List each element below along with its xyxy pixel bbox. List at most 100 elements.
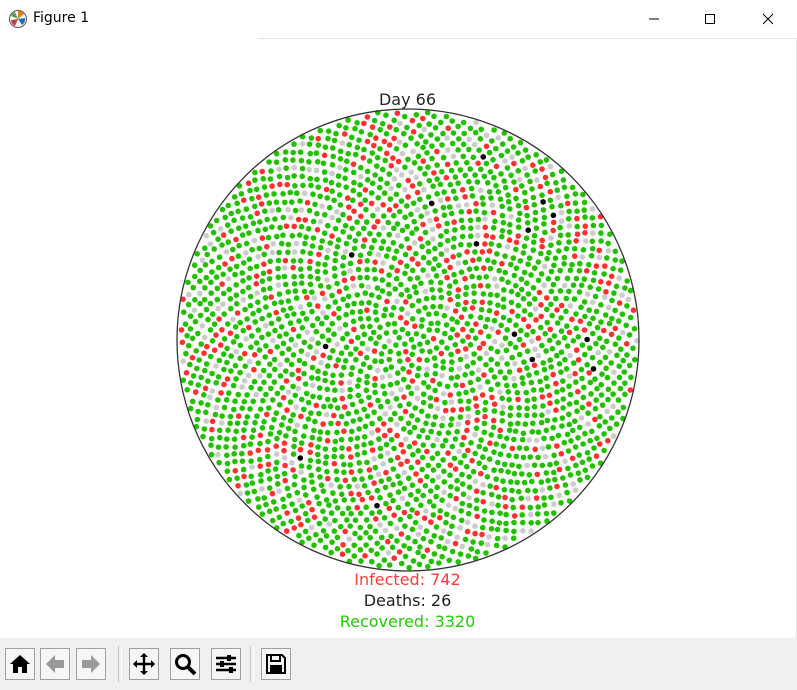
- person-dot: [343, 240, 350, 247]
- person-dot: [466, 474, 472, 480]
- person-dot: [415, 531, 422, 538]
- person-dot: [448, 366, 455, 373]
- person-dot: [460, 491, 467, 498]
- person-dot: [328, 420, 334, 427]
- person-dot: [284, 510, 290, 516]
- close-icon: [762, 13, 774, 25]
- person-dot: [201, 392, 207, 398]
- person-dot: [274, 435, 280, 442]
- person-dot: [511, 179, 517, 185]
- person-dot: [382, 157, 389, 164]
- person-dot: [275, 207, 282, 213]
- minimize-button[interactable]: [625, 0, 683, 38]
- close-button[interactable]: [739, 0, 797, 38]
- person-dot: [308, 524, 315, 531]
- person-dot: [379, 277, 386, 283]
- person-dot: [462, 172, 469, 179]
- person-dot: [460, 224, 466, 231]
- person-dot: [396, 139, 403, 145]
- person-dot: [540, 360, 546, 366]
- person-dot: [499, 342, 505, 349]
- person-dot: [564, 200, 571, 207]
- person-dot: [398, 386, 404, 393]
- person-dot: [606, 280, 612, 286]
- person-dot: [425, 384, 432, 390]
- person-dot: [306, 159, 312, 165]
- person-dot: [471, 299, 478, 305]
- person-dot: [317, 127, 324, 134]
- person-dot: [489, 394, 495, 401]
- person-dot: [440, 204, 447, 211]
- person-dot: [390, 155, 396, 161]
- person-dot: [506, 229, 513, 235]
- person-dot: [548, 288, 555, 295]
- person-dot: [374, 551, 380, 557]
- person-dot: [515, 396, 521, 403]
- person-dot: [481, 508, 488, 514]
- maximize-button[interactable]: [681, 0, 739, 38]
- person-dot: [416, 122, 423, 129]
- person-dot: [349, 401, 356, 408]
- person-dot: [602, 312, 609, 318]
- person-dot: [470, 257, 476, 264]
- person-dot: [450, 514, 457, 521]
- person-dot: [280, 340, 287, 347]
- home-button[interactable]: [5, 648, 35, 680]
- back-button[interactable]: [40, 648, 70, 680]
- person-dot: [488, 241, 495, 247]
- person-dot: [520, 295, 527, 302]
- person-dot: [624, 352, 630, 358]
- person-dot: [314, 176, 320, 183]
- person-dot: [458, 517, 465, 524]
- person-dot: [335, 173, 342, 179]
- zoom-button[interactable]: [170, 648, 200, 680]
- person-dot: [273, 159, 280, 165]
- save-button[interactable]: [261, 648, 291, 680]
- person-dot: [231, 194, 238, 200]
- person-dot: [410, 200, 417, 206]
- person-dot: [472, 129, 479, 136]
- person-dot: [451, 235, 457, 242]
- person-dot: [582, 214, 588, 220]
- person-dot: [598, 279, 604, 285]
- person-dot: [263, 343, 269, 349]
- person-dot: [532, 306, 539, 312]
- person-dot: [406, 545, 413, 552]
- person-dot: [356, 191, 363, 198]
- plot-title: Day 66: [378, 90, 437, 109]
- person-dot: [613, 421, 620, 427]
- forward-button[interactable]: [76, 648, 106, 680]
- toolbar-separator: [250, 646, 254, 682]
- person-dot: [371, 409, 377, 416]
- person-dot: [499, 276, 505, 283]
- person-dot: [444, 274, 450, 281]
- person-dot: [234, 310, 241, 316]
- person-dot: [523, 445, 530, 452]
- person-dot: [247, 302, 254, 309]
- person-dot: [350, 187, 357, 194]
- person-dot: [466, 136, 473, 143]
- person-dot: [324, 438, 331, 444]
- person-dot: [362, 553, 368, 559]
- configure-subplots-button[interactable]: [211, 648, 241, 680]
- person-dot: [519, 471, 525, 477]
- person-dot: [227, 413, 234, 420]
- person-dot: [463, 291, 469, 298]
- person-dot: [560, 475, 566, 481]
- person-dot: [300, 249, 306, 255]
- person-dot: [332, 387, 338, 394]
- person-dot: [590, 330, 596, 337]
- person-dot: [545, 444, 552, 450]
- person-dot: [489, 326, 495, 332]
- person-dot: [476, 274, 483, 281]
- person-dot: [189, 335, 196, 342]
- person-dot: [334, 476, 340, 483]
- person-dot: [372, 172, 379, 178]
- pan-button[interactable]: [129, 648, 159, 680]
- person-dot: [455, 180, 461, 186]
- person-dot: [241, 473, 247, 480]
- maximize-icon: [705, 14, 715, 24]
- person-dot: [491, 317, 498, 324]
- person-dot: [347, 351, 354, 357]
